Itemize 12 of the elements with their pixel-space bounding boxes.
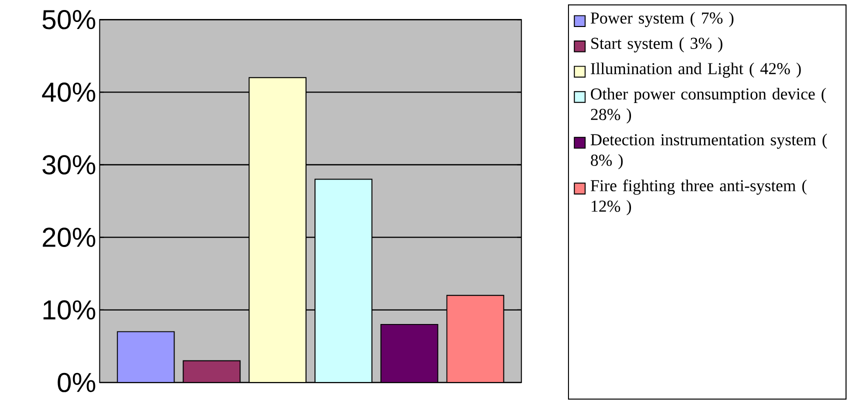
legend-label: Power system ( 7% ) <box>590 12 734 28</box>
legend-label: Detection instrumentation system ( 8% ) <box>590 134 827 170</box>
y-tick-label: 40% <box>42 82 96 102</box>
y-tick-label: 30% <box>42 155 96 174</box>
legend-label: Start system ( 3% ) <box>591 37 722 52</box>
legend-label: Other power consumption device ( 28% ) <box>590 88 826 124</box>
y-tick-label: 0% <box>58 372 96 392</box>
legend-label: Fire fighting three anti-system ( 12% ) <box>590 179 807 216</box>
y-tick-label: 50% <box>42 10 96 30</box>
y-tick-label: 20% <box>42 228 96 247</box>
y-tick-label: 10% <box>44 300 96 320</box>
legend-label: Illumination and Light ( 42% ) <box>590 62 801 78</box>
